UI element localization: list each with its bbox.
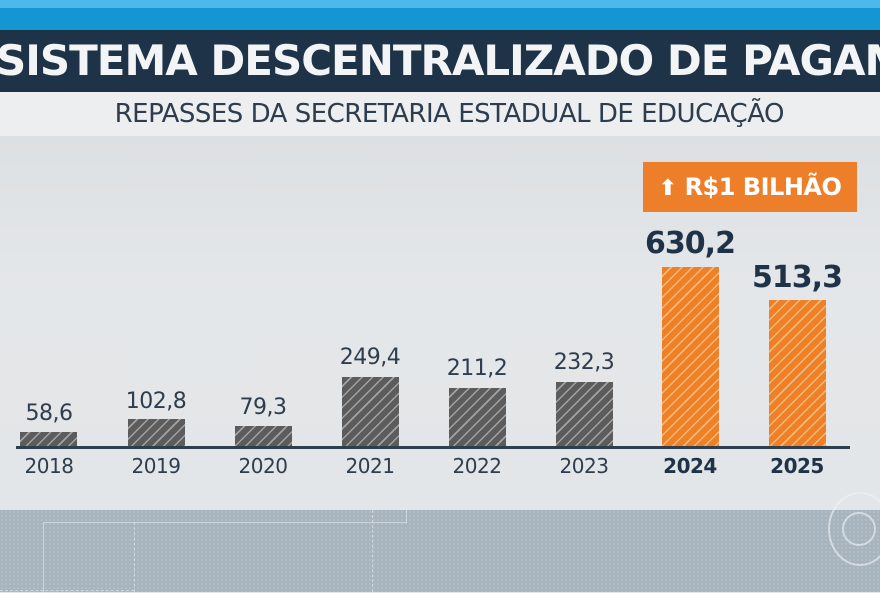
value-label-2021: 249,4 xyxy=(339,345,401,370)
bar-2024 xyxy=(662,267,719,446)
total-badge: ⬆ R$1 BILHÃO xyxy=(643,162,857,212)
year-label-2025: 2025 xyxy=(770,454,824,478)
year-label-2023: 2023 xyxy=(559,454,609,478)
year-label-2022: 2022 xyxy=(452,454,502,478)
arrow-up-icon: ⬆ xyxy=(658,176,677,201)
year-label-2020: 2020 xyxy=(238,454,288,478)
x-axis-baseline xyxy=(16,446,850,449)
bar-2019 xyxy=(128,419,185,446)
chart-title: SISTEMA DESCENTRALIZADO DE PAGAMENTO xyxy=(0,36,880,85)
year-label-2018: 2018 xyxy=(24,454,74,478)
bar-2020 xyxy=(235,426,292,446)
bar-2018 xyxy=(20,432,77,446)
decorative-frame-line xyxy=(43,522,407,593)
subtitle-bar: REPASSES DA SECRETARIA ESTADUAL DE EDUCA… xyxy=(0,92,880,136)
value-label-2019: 102,8 xyxy=(125,389,187,414)
value-label-2018: 58,6 xyxy=(25,401,73,426)
value-label-2020: 79,3 xyxy=(239,395,287,420)
bar-2023 xyxy=(556,382,613,446)
value-label-2025: 513,3 xyxy=(752,260,843,295)
bar-2021 xyxy=(342,377,399,446)
year-label-2024: 2024 xyxy=(663,454,717,478)
footer-band xyxy=(0,510,880,592)
broadcaster-logo-inner-icon xyxy=(842,512,876,546)
top-accent-band xyxy=(0,0,880,8)
year-label-2019: 2019 xyxy=(131,454,181,478)
bar-2022 xyxy=(449,388,506,446)
value-label-2024: 630,2 xyxy=(645,226,736,261)
decorative-dashed-line xyxy=(0,590,134,591)
badge-label: R$1 BILHÃO xyxy=(684,173,842,201)
decorative-dashed-line xyxy=(134,522,135,592)
decorative-frame-line xyxy=(406,510,407,523)
value-label-2023: 232,3 xyxy=(553,350,615,375)
broadcaster-logo-icon xyxy=(828,492,880,566)
title-bar: SISTEMA DESCENTRALIZADO DE PAGAMENTO xyxy=(0,30,880,92)
bar-2025 xyxy=(769,300,826,446)
value-label-2022: 211,2 xyxy=(446,356,508,381)
year-label-2021: 2021 xyxy=(345,454,395,478)
top-blue-band xyxy=(0,8,880,30)
decorative-dashed-line xyxy=(372,510,373,592)
chart-subtitle: REPASSES DA SECRETARIA ESTADUAL DE EDUCA… xyxy=(114,99,785,129)
